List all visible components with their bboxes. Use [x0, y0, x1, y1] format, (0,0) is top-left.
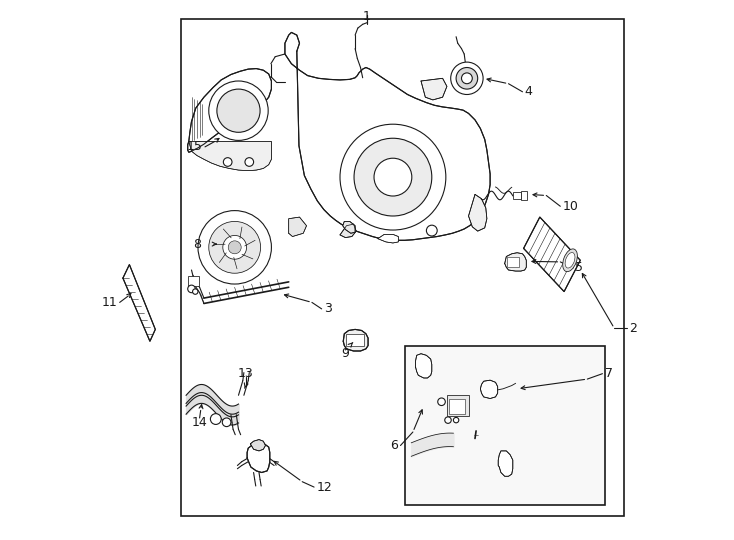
- Circle shape: [208, 221, 261, 273]
- Polygon shape: [344, 329, 368, 351]
- Text: 11: 11: [102, 296, 117, 309]
- Polygon shape: [247, 443, 270, 472]
- Circle shape: [223, 235, 247, 259]
- Bar: [404, 346, 605, 505]
- Circle shape: [454, 417, 459, 423]
- Polygon shape: [523, 217, 581, 292]
- Polygon shape: [378, 234, 399, 243]
- Circle shape: [198, 211, 272, 284]
- Circle shape: [192, 289, 198, 294]
- Bar: [507, 256, 519, 267]
- Text: 13: 13: [238, 367, 253, 380]
- Circle shape: [208, 81, 268, 140]
- Polygon shape: [498, 451, 513, 476]
- Polygon shape: [421, 78, 447, 100]
- Circle shape: [223, 158, 232, 166]
- Circle shape: [245, 158, 254, 166]
- Circle shape: [188, 285, 195, 293]
- Text: 12: 12: [316, 481, 332, 494]
- Bar: [513, 192, 521, 199]
- Polygon shape: [285, 32, 490, 240]
- Bar: [447, 395, 468, 416]
- Circle shape: [354, 138, 432, 216]
- Circle shape: [217, 89, 260, 132]
- Polygon shape: [505, 253, 526, 271]
- Circle shape: [462, 73, 472, 84]
- Polygon shape: [343, 221, 355, 233]
- Circle shape: [426, 225, 437, 236]
- Bar: [521, 191, 527, 200]
- Circle shape: [456, 68, 478, 89]
- Bar: [181, 19, 623, 516]
- Ellipse shape: [563, 249, 578, 272]
- Text: 10: 10: [562, 200, 578, 213]
- Text: 14: 14: [192, 416, 208, 429]
- Text: 5: 5: [575, 261, 584, 274]
- Circle shape: [340, 124, 446, 230]
- Text: 2: 2: [630, 322, 637, 335]
- Text: 1: 1: [363, 10, 371, 23]
- Text: 3: 3: [324, 302, 332, 315]
- Text: 7: 7: [605, 367, 613, 380]
- Circle shape: [451, 62, 483, 94]
- Circle shape: [374, 158, 412, 196]
- Circle shape: [437, 398, 446, 406]
- Polygon shape: [288, 217, 307, 237]
- Text: 6: 6: [390, 439, 399, 452]
- Bar: [188, 276, 198, 286]
- Circle shape: [445, 417, 451, 423]
- Polygon shape: [123, 265, 156, 341]
- Circle shape: [222, 418, 231, 427]
- Polygon shape: [188, 69, 272, 152]
- Polygon shape: [480, 380, 498, 399]
- Polygon shape: [189, 141, 272, 171]
- Text: 15: 15: [187, 140, 203, 153]
- Polygon shape: [415, 354, 432, 378]
- Text: 9: 9: [341, 347, 349, 360]
- Ellipse shape: [565, 253, 575, 268]
- Polygon shape: [468, 194, 487, 231]
- Polygon shape: [250, 440, 266, 451]
- Text: 4: 4: [525, 85, 533, 98]
- Circle shape: [211, 414, 221, 424]
- Circle shape: [228, 241, 241, 254]
- Bar: [449, 399, 465, 414]
- Bar: [346, 334, 364, 346]
- Polygon shape: [340, 224, 356, 238]
- Text: 8: 8: [193, 238, 200, 251]
